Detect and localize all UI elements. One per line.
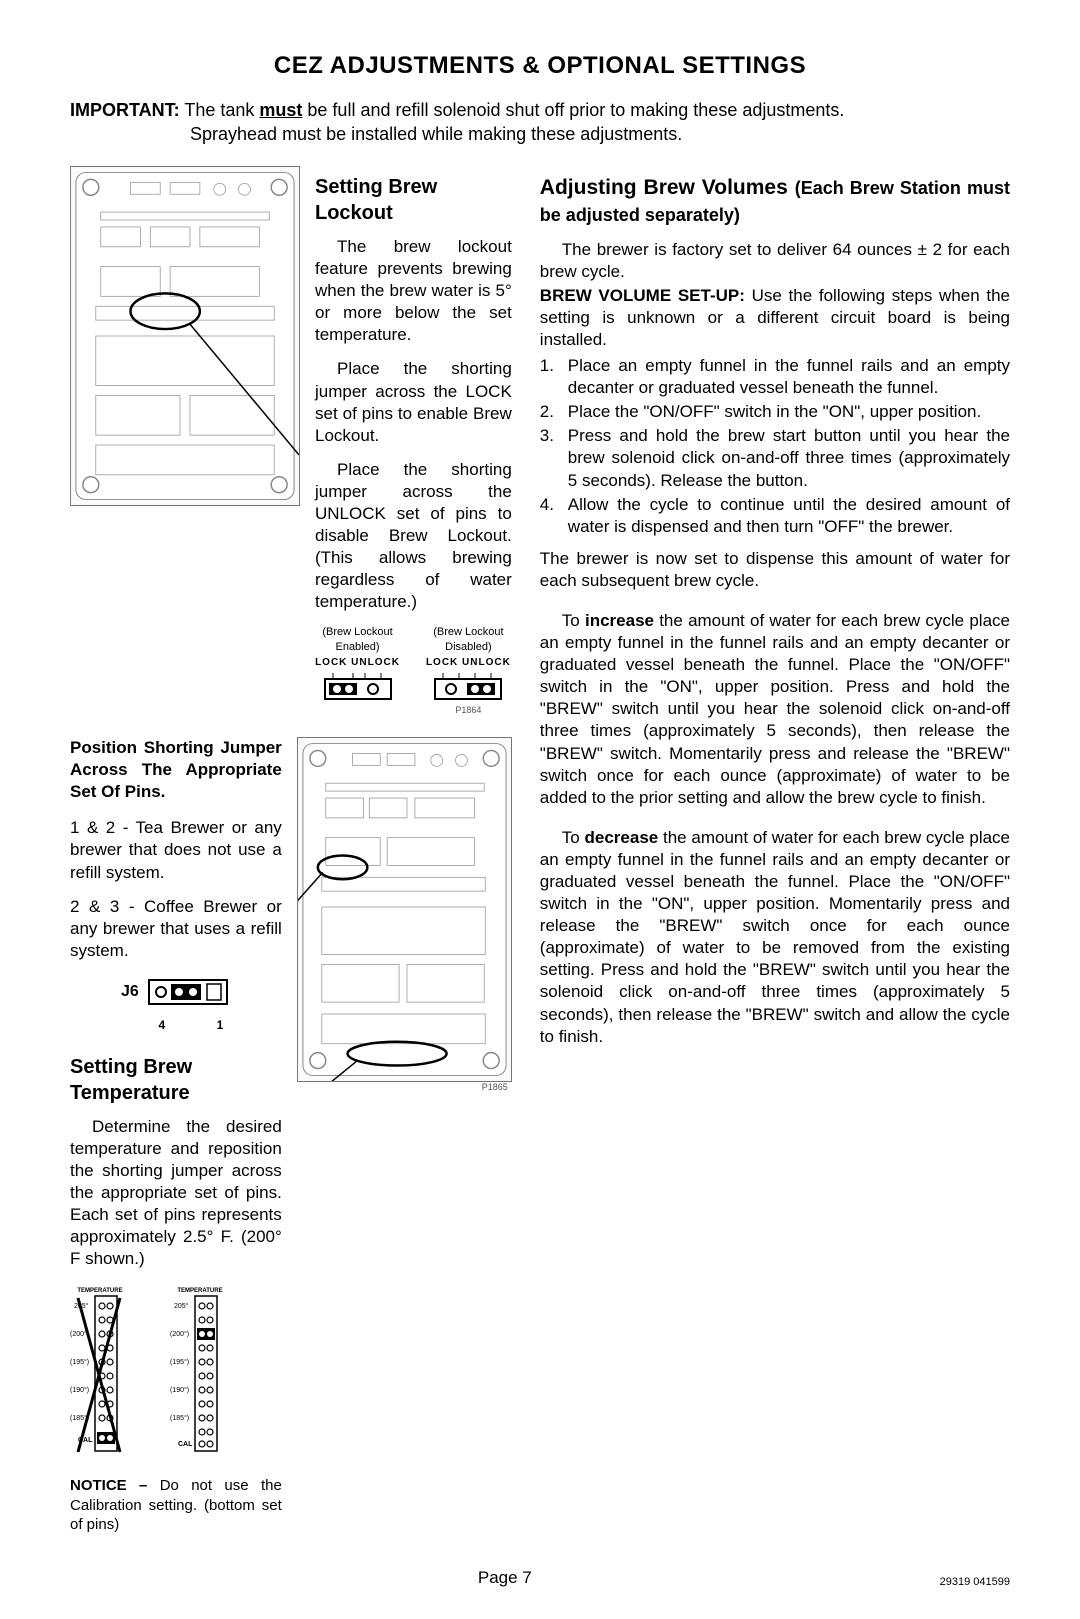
lockout-p3: Place the shorting jumper across the UNL… (315, 459, 512, 614)
lockout-pcode: P1864 (425, 705, 512, 717)
important-text-1b: be full and refill solenoid shut off pri… (302, 100, 844, 120)
step-num: 3. (540, 425, 568, 491)
volumes-intro: The brewer is factory set to deliver 64 … (540, 239, 1010, 283)
decrease-text: the amount of water for each brew cycle … (540, 828, 1010, 1046)
jumper-enabled-labels: LOCK UNLOCK (315, 656, 400, 669)
jumper-p1: 1 & 2 - Tea Brewer or any brewer that do… (70, 817, 282, 883)
volumes-heading: Adjusting Brew Volumes (540, 176, 795, 199)
temp-strip-bad-icon: TEMPERATURE (70, 1284, 130, 1464)
important-text-1a: The tank (184, 100, 259, 120)
svg-text:(195°): (195°) (70, 1358, 89, 1366)
pcb-diagram-temp (297, 737, 512, 1082)
step-num: 1. (540, 355, 568, 399)
important-text-2: Sprayhead must be installed while making… (190, 123, 1010, 146)
decrease-label: decrease (585, 828, 659, 847)
lockout-p1: The brew lockout feature prevents brewin… (315, 236, 512, 346)
pcb-diagram-lockout (70, 166, 300, 506)
j6-diagram: J6 4 1 (70, 974, 282, 1034)
jumper-heading: Position Shorting Jumper Across The Appr… (70, 737, 282, 803)
svg-text:(190°): (190°) (170, 1386, 189, 1394)
left-column: Setting Brew Lockout The brew lockout fe… (70, 166, 512, 1547)
temp-strips: TEMPERATURE (70, 1284, 282, 1464)
doc-code: 29319 041599 (940, 1575, 1010, 1589)
jumper-enabled-caption: (Brew Lockout Enabled) (315, 625, 400, 654)
step-text: Place an empty funnel in the funnel rail… (568, 355, 1010, 399)
page-title: CEZ ADJUSTMENTS & OPTIONAL SETTINGS (70, 50, 1010, 81)
temp-pcode: P1865 (297, 1082, 508, 1094)
svg-text:(195°): (195°) (170, 1358, 189, 1366)
decrease-pre: To (562, 828, 585, 847)
volumes-after: The brewer is now set to dispense this a… (540, 548, 1010, 592)
increase-text: the amount of water for each brew cycle … (540, 611, 1010, 807)
step-text: Press and hold the brew start button unt… (568, 425, 1010, 491)
setup-label: BREW VOLUME SET-UP: (540, 286, 745, 305)
step-num: 4. (540, 494, 568, 538)
jumper-enabled-icon (323, 671, 393, 701)
svg-text:TEMPERATURE: TEMPERATURE (177, 1288, 222, 1294)
important-note: IMPORTANT: The tank must be full and ref… (70, 99, 1010, 146)
jumper-disabled: (Brew Lockout Disabled) LOCK UNLOCK P186… (425, 625, 512, 717)
svg-text:(200°): (200°) (170, 1330, 189, 1338)
jumper-disabled-labels: LOCK UNLOCK (425, 656, 512, 669)
lockout-p2: Place the shorting jumper across the LOC… (315, 358, 512, 446)
jumper-disabled-icon (433, 671, 503, 701)
svg-text:(185°): (185°) (170, 1414, 189, 1422)
important-must: must (259, 100, 302, 120)
jumper-enabled: (Brew Lockout Enabled) LOCK UNLOCK (315, 625, 400, 717)
svg-text:CAL: CAL (178, 1441, 193, 1448)
temp-heading: Setting Brew Temperature (70, 1054, 282, 1106)
j6-pin-4: 4 (159, 1018, 166, 1032)
increase-label: increase (585, 611, 654, 630)
temp-notice: NOTICE – Do not use the Calibration sett… (70, 1476, 282, 1535)
notice-label: NOTICE – (70, 1477, 147, 1494)
j6-pin-1: 1 (217, 1018, 224, 1032)
page-number: Page 7 (478, 1567, 532, 1589)
increase-pre: To (562, 611, 585, 630)
svg-text:205°: 205° (174, 1302, 189, 1310)
volume-steps: 1.Place an empty funnel in the funnel ra… (540, 355, 1010, 538)
step-num: 2. (540, 401, 568, 423)
temp-p1: Determine the desired temperature and re… (70, 1116, 282, 1271)
step-text: Place the "ON/OFF" switch in the "ON", u… (568, 401, 1010, 423)
jumper-disabled-caption: (Brew Lockout Disabled) (425, 625, 512, 654)
temp-strip-good-icon: TEMPERATURE (170, 1284, 230, 1464)
jumper-p2: 2 & 3 - Coffee Brewer or any brewer that… (70, 896, 282, 962)
page-footer: Page 7 29319 041599 (70, 1567, 1010, 1589)
step-text: Allow the cycle to continue until the de… (568, 494, 1010, 538)
svg-text:J6: J6 (121, 983, 139, 1000)
important-label: IMPORTANT: (70, 100, 180, 120)
svg-text:(190°): (190°) (70, 1386, 89, 1394)
svg-text:TEMPERATURE: TEMPERATURE (77, 1288, 122, 1294)
lockout-heading: Setting Brew Lockout (315, 174, 512, 226)
right-column: Adjusting Brew Volumes (Each Brew Statio… (540, 166, 1010, 1547)
